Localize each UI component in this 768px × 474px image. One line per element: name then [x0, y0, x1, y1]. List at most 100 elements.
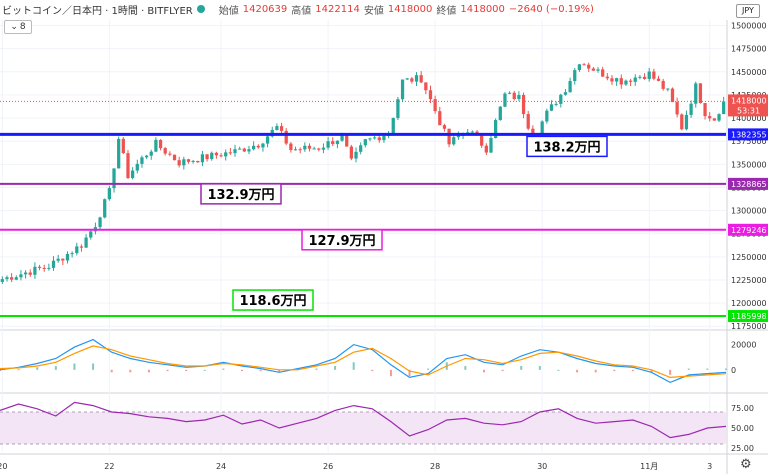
- macd-histogram-bar: [129, 369, 132, 373]
- candle-body: [307, 145, 312, 149]
- macd-histogram-bar: [334, 366, 337, 370]
- x-tick-label: 24: [216, 462, 226, 471]
- macd-histogram-bar: [185, 369, 188, 372]
- low-value: 1418000: [387, 3, 433, 15]
- macd-histogram-bar: [687, 368, 690, 370]
- candle-body: [438, 111, 442, 126]
- candle-body: [647, 71, 651, 79]
- candle-body: [340, 134, 344, 141]
- candle-body: [666, 88, 670, 90]
- change-value: −2640 (−0.19%): [508, 3, 594, 15]
- candle-body: [661, 80, 665, 89]
- candle-body: [10, 277, 14, 280]
- macd-histogram-bar: [36, 367, 39, 370]
- candle-body: [456, 135, 461, 138]
- macd-signal-line: [0, 345, 727, 379]
- candle-body: [284, 130, 288, 144]
- candle-body: [563, 92, 568, 95]
- candle-body: [489, 138, 493, 153]
- candle-body: [19, 274, 23, 278]
- macd-histogram-bar: [278, 369, 281, 373]
- candle-body: [84, 237, 88, 248]
- candle-body: [65, 253, 70, 261]
- candle-body: [545, 110, 549, 122]
- candle-body: [573, 70, 577, 82]
- candle-body: [321, 147, 326, 150]
- candle-body: [619, 78, 623, 85]
- candle-body: [56, 258, 60, 261]
- currency-button[interactable]: JPY: [736, 4, 760, 18]
- macd-histogram-bar: [54, 366, 57, 370]
- candle-body: [252, 145, 256, 150]
- candle-body: [256, 145, 260, 148]
- macd-histogram-bar: [110, 369, 113, 373]
- price-level-annotation-box: [526, 135, 608, 158]
- candle-body: [131, 170, 135, 179]
- candle-body: [247, 149, 251, 152]
- candle-body: [238, 148, 242, 150]
- macd-histogram-bar: [501, 369, 504, 372]
- price-level-annotation: 138.2万円: [533, 140, 600, 155]
- candle-body: [391, 117, 395, 135]
- candle-body: [14, 277, 18, 280]
- candle-body: [615, 78, 619, 82]
- rsi-line: [0, 401, 727, 439]
- macd-histogram-bar: [464, 366, 467, 370]
- macd-histogram-bar: [259, 369, 262, 372]
- candle-body: [103, 199, 107, 218]
- candle-body: [154, 139, 158, 152]
- candle-body: [28, 272, 32, 275]
- candle-body: [70, 253, 74, 255]
- x-tick-label: 3: [707, 462, 712, 471]
- candle-body: [210, 152, 214, 160]
- candle-body: [359, 145, 363, 152]
- gear-icon[interactable]: ⚙: [740, 457, 752, 472]
- y-tick-label: 1375000: [731, 137, 767, 146]
- candle-body: [172, 154, 177, 161]
- candle-body: [400, 79, 405, 100]
- candle-body: [135, 163, 139, 171]
- candle-body: [470, 131, 474, 133]
- candle-body: [275, 126, 279, 130]
- y-tick-label: 1350000: [731, 160, 767, 169]
- y-tick-label: 1250000: [731, 253, 767, 262]
- candle-body: [414, 75, 419, 82]
- macd-histogram-bar: [594, 369, 597, 373]
- candle-body: [405, 78, 409, 80]
- y-tick-label: 1450000: [731, 68, 767, 77]
- candle-body: [37, 266, 42, 268]
- candle-body: [675, 102, 679, 115]
- candle-body: [419, 75, 423, 83]
- price-level-annotation: 127.9万円: [308, 234, 375, 249]
- candle-body: [335, 140, 340, 145]
- price-level-annotation: 118.6万円: [239, 294, 306, 309]
- candle-body: [312, 148, 316, 150]
- y-tick-label: 1475000: [731, 45, 767, 54]
- candle-body: [526, 114, 530, 129]
- indicators-toggle-button[interactable]: ⌄ 8: [4, 20, 32, 34]
- candle-body: [680, 114, 684, 130]
- candle-body: [61, 258, 65, 261]
- candle-body: [698, 83, 703, 104]
- candle-body: [33, 266, 37, 275]
- symbol-title[interactable]: ビットコイン／日本円 · 1時間 · BITFLYER: [2, 5, 193, 17]
- candle-body: [191, 160, 195, 162]
- candle-body: [158, 139, 163, 149]
- candle-body: [549, 104, 554, 111]
- candle-body: [498, 106, 502, 121]
- high-value: 1422114: [315, 3, 360, 15]
- chevron-down-icon: ⌄: [10, 22, 18, 32]
- candle-body: [517, 94, 521, 100]
- candle-body: [466, 132, 470, 134]
- candle-body: [521, 94, 526, 115]
- candle-body: [200, 154, 205, 163]
- candle-body: [219, 155, 223, 157]
- macd-histogram-bar: [222, 368, 225, 370]
- price-level-axis-label: 1328865: [731, 180, 767, 189]
- candle-body: [447, 128, 451, 145]
- candle-body: [303, 145, 307, 150]
- close-value: 1418000: [460, 3, 505, 15]
- close-label: 終値: [436, 5, 457, 17]
- candle-body: [214, 152, 219, 156]
- candle-body: [117, 138, 121, 169]
